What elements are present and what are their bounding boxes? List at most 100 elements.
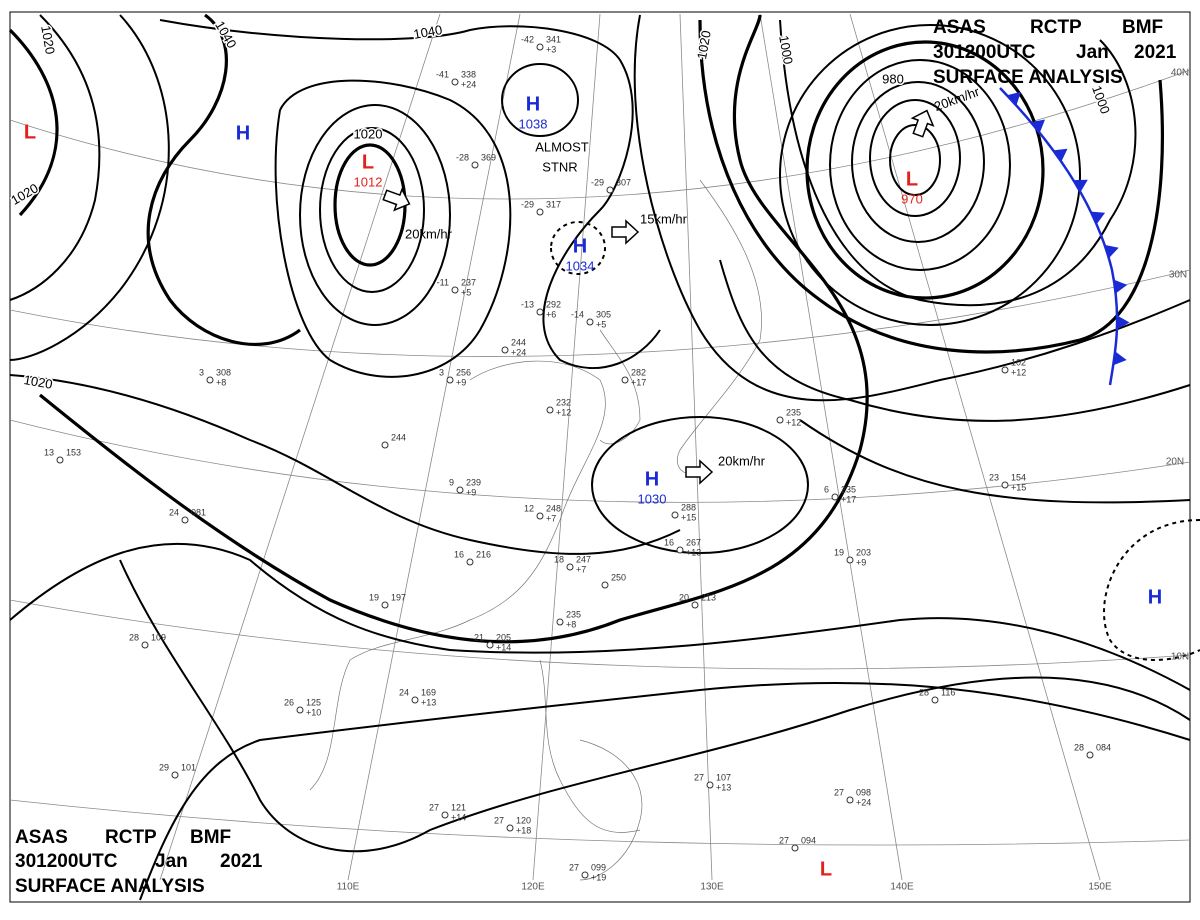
station-pressure: 288 xyxy=(681,502,696,512)
front-triangle xyxy=(1073,179,1088,193)
isobar-label: 1040 xyxy=(412,22,443,42)
station-temperature: -28 xyxy=(456,152,469,162)
center-pressure: 1012 xyxy=(354,174,383,189)
station-pressure: 101 xyxy=(181,762,196,772)
station-temperature: 24 xyxy=(399,687,409,697)
isobar-label: 1020 xyxy=(38,24,58,55)
station-temperature: 18 xyxy=(554,554,564,564)
station-pressure: 308 xyxy=(216,367,231,377)
station-temperature: 19 xyxy=(834,547,844,557)
station-marker xyxy=(601,581,609,589)
pressure-center: L xyxy=(906,168,918,190)
station-pressure: 244 xyxy=(391,432,406,442)
station-pressure: 197 xyxy=(391,592,406,602)
station-pressure: 121 xyxy=(451,802,466,812)
front-triangle xyxy=(1113,351,1127,366)
isobar xyxy=(9,374,681,555)
station-pressure: 267 xyxy=(686,537,701,547)
station-pressure: 169 xyxy=(421,687,436,697)
isobar xyxy=(139,681,1191,901)
isobar xyxy=(146,13,301,346)
station-marker xyxy=(791,844,799,852)
station-marker xyxy=(441,811,449,819)
station-tendency: +18 xyxy=(516,825,531,835)
isobar xyxy=(38,14,869,644)
station-tendency: +17 xyxy=(841,494,856,504)
station-temperature: -11 xyxy=(437,277,449,287)
station-temperature: 12 xyxy=(524,503,534,513)
isobar-label: 1020 xyxy=(23,372,54,392)
footer-office: BMF xyxy=(190,827,231,848)
longitude-line xyxy=(347,13,521,881)
longitude-label: 150E xyxy=(1088,882,1112,893)
motion-speed: 20km/hr xyxy=(718,453,766,468)
station-pressure: 250 xyxy=(611,572,626,582)
latitude-label: 20N xyxy=(1166,457,1184,468)
station-pressure: 099 xyxy=(591,862,606,872)
station-temperature: -29 xyxy=(591,177,604,187)
isobar xyxy=(8,28,59,217)
isobar xyxy=(159,19,661,369)
station-temperature: 28 xyxy=(1074,742,1084,752)
station-tendency: +9 xyxy=(466,487,476,497)
station-pressure: 307 xyxy=(616,177,631,187)
station-temperature: 6 xyxy=(824,484,829,494)
station-marker xyxy=(141,641,149,649)
front-triangle xyxy=(1090,211,1106,225)
station-pressure: 153 xyxy=(66,447,81,457)
station-tendency: +5 xyxy=(461,287,471,297)
station-tendency: +17 xyxy=(631,377,646,387)
longitude-label: 140E xyxy=(890,882,914,893)
station-temperature: 27 xyxy=(569,862,579,872)
station-pressure: 203 xyxy=(856,547,871,557)
center-pressure: 1030 xyxy=(638,491,667,506)
station-tendency: +15 xyxy=(1011,482,1026,492)
station-pressure: 237 xyxy=(461,277,476,287)
isobar xyxy=(698,19,1165,354)
station-temperature: 24 xyxy=(169,507,179,517)
center-pressure: 970 xyxy=(901,191,923,206)
station-marker xyxy=(846,796,854,804)
isobar xyxy=(9,14,170,361)
isobar xyxy=(274,79,512,378)
station-pressure: 154 xyxy=(1011,472,1026,482)
station-marker xyxy=(536,512,544,520)
station-temperature: 27 xyxy=(494,815,504,825)
station-marker xyxy=(691,601,699,609)
front-triangle xyxy=(1030,119,1046,133)
longitude-label: 110E xyxy=(337,882,360,893)
motion-speed: 15km/hr xyxy=(640,211,688,226)
station-marker xyxy=(466,558,474,566)
header-product: SURFACE ANALYSIS xyxy=(933,67,1123,88)
station-pressure: 094 xyxy=(801,835,816,845)
station-temperature: -42 xyxy=(521,34,534,44)
station-temperature: 13 xyxy=(44,447,54,457)
isobar-label: 980 xyxy=(882,71,904,86)
pressure-center: H xyxy=(236,122,250,144)
station-marker xyxy=(451,286,459,294)
station-pressure: 305 xyxy=(596,309,611,319)
front-triangle xyxy=(1053,148,1068,162)
header-office: BMF xyxy=(1122,17,1163,38)
isobar xyxy=(119,559,1191,853)
station-marker xyxy=(501,346,509,354)
station-temperature: 16 xyxy=(454,549,464,559)
motion-arrow xyxy=(910,109,935,138)
isobar xyxy=(9,14,101,301)
station-marker xyxy=(556,618,564,626)
isobar xyxy=(633,14,1191,402)
station-pressure: 081 xyxy=(191,507,206,517)
station-tendency: +14 xyxy=(496,642,511,652)
station-temperature: 27 xyxy=(834,787,844,797)
station-temperature: 16 xyxy=(664,537,674,547)
motion-speed: 20km/hr xyxy=(405,226,453,241)
station-marker xyxy=(486,641,494,649)
station-pressure: 084 xyxy=(1096,742,1111,752)
station-pressure: 235 xyxy=(566,609,581,619)
isobar xyxy=(590,416,810,554)
isobar xyxy=(1103,519,1200,661)
station-tendency: +12 xyxy=(556,407,571,417)
latitude-line xyxy=(9,599,1191,670)
isobar xyxy=(500,63,580,137)
